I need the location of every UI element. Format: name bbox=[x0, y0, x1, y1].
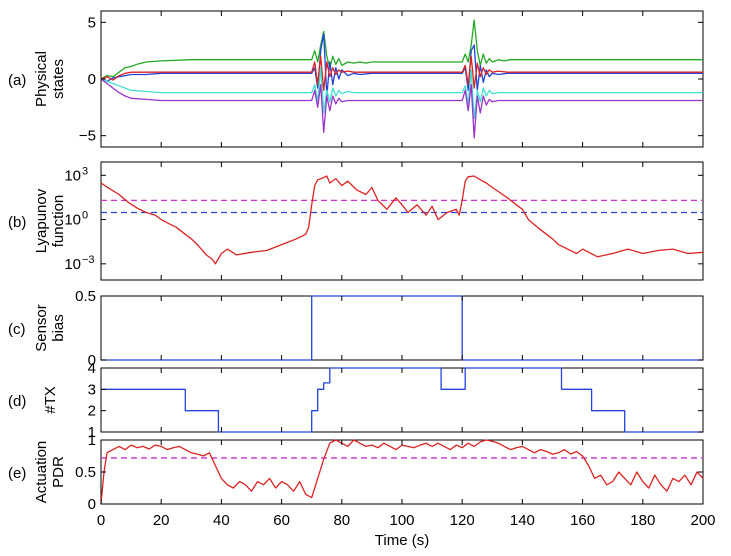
series-line-1 bbox=[100, 439, 704, 505]
panel-label: (d) bbox=[8, 393, 26, 410]
y-tick-label: 10 bbox=[64, 167, 81, 184]
panel-4: 1 2 3 4 (d) #TX bbox=[8, 360, 704, 441]
y-tick-exponent: 0 bbox=[82, 210, 88, 222]
y-tick-label: 2 bbox=[88, 403, 96, 420]
series-line-3 bbox=[100, 55, 703, 91]
plot-frame bbox=[100, 161, 704, 281]
series-line-1 bbox=[101, 367, 703, 433]
plot-frame bbox=[100, 10, 704, 148]
y-tick-label: 1 bbox=[88, 432, 96, 449]
y-tick-label: 3 bbox=[88, 381, 96, 398]
y-axis-label: states bbox=[50, 59, 67, 99]
y-tick-exponent: −3 bbox=[82, 254, 95, 266]
x-tick-label: 120 bbox=[450, 512, 475, 529]
y-tick-label: 10 bbox=[64, 212, 81, 229]
x-tick-label: 200 bbox=[690, 512, 715, 529]
y-tick-label: 10 bbox=[64, 256, 81, 273]
y-tick-label: 0 bbox=[88, 352, 96, 369]
plot-frame bbox=[100, 439, 704, 505]
y-tick-label: 0.5 bbox=[75, 464, 96, 481]
y-axis-label: function bbox=[50, 195, 67, 248]
panel-label: (a) bbox=[8, 72, 26, 89]
x-tick-label: 60 bbox=[273, 512, 290, 529]
series-line-4 bbox=[100, 67, 703, 120]
panel-2: 10 −310 010 3(b) Lyapunov function bbox=[8, 161, 704, 281]
panel-label: (b) bbox=[8, 214, 26, 231]
plot-frame bbox=[100, 367, 704, 433]
plot-frame bbox=[100, 295, 704, 361]
y-axis-label: PDR bbox=[50, 456, 67, 488]
y-axis-label: bias bbox=[50, 314, 67, 342]
x-tick-label: 140 bbox=[510, 512, 535, 529]
panel-5: 0 0.5 1 (e) Actuation PDR 0 20 40 60 80 100 120 140 16… bbox=[8, 432, 716, 549]
x-tick-label: 100 bbox=[389, 512, 414, 529]
series-line-1 bbox=[101, 295, 703, 361]
y-tick-label: 1 bbox=[88, 424, 96, 441]
panel-1: −5 0 5 (a) Physical states bbox=[8, 10, 704, 148]
series-line-1 bbox=[100, 175, 704, 265]
y-tick-exponent: 3 bbox=[82, 165, 88, 177]
y-axis-label: Actuation bbox=[33, 441, 50, 504]
x-tick-label: 180 bbox=[630, 512, 655, 529]
y-tick-label: 0 bbox=[88, 496, 96, 513]
y-tick-label: 0.5 bbox=[75, 288, 96, 305]
y-axis-label: Sensor bbox=[33, 304, 50, 352]
x-tick-label: 0 bbox=[97, 512, 105, 529]
y-tick-label: 5 bbox=[88, 14, 96, 31]
series-line-1 bbox=[100, 19, 703, 80]
y-axis-label: Lyapunov bbox=[33, 188, 50, 253]
y-tick-label: −5 bbox=[79, 128, 96, 145]
y-tick-label: 4 bbox=[88, 360, 96, 377]
x-axis-label: Time (s) bbox=[375, 532, 429, 549]
series-line-2 bbox=[100, 33, 703, 97]
x-tick-label: 20 bbox=[153, 512, 170, 529]
y-tick-label: 0 bbox=[88, 71, 96, 88]
panel-label: (e) bbox=[8, 465, 26, 482]
panel-label: (c) bbox=[8, 321, 26, 338]
y-axis-label: #TX bbox=[42, 386, 59, 414]
series-line-5 bbox=[100, 78, 703, 139]
x-tick-label: 160 bbox=[570, 512, 595, 529]
y-axis-label: Physical bbox=[33, 51, 50, 107]
panel-3: 0 0.5 (c) Sensor bias bbox=[8, 288, 704, 369]
x-tick-label: 80 bbox=[333, 512, 350, 529]
x-tick-label: 40 bbox=[213, 512, 230, 529]
